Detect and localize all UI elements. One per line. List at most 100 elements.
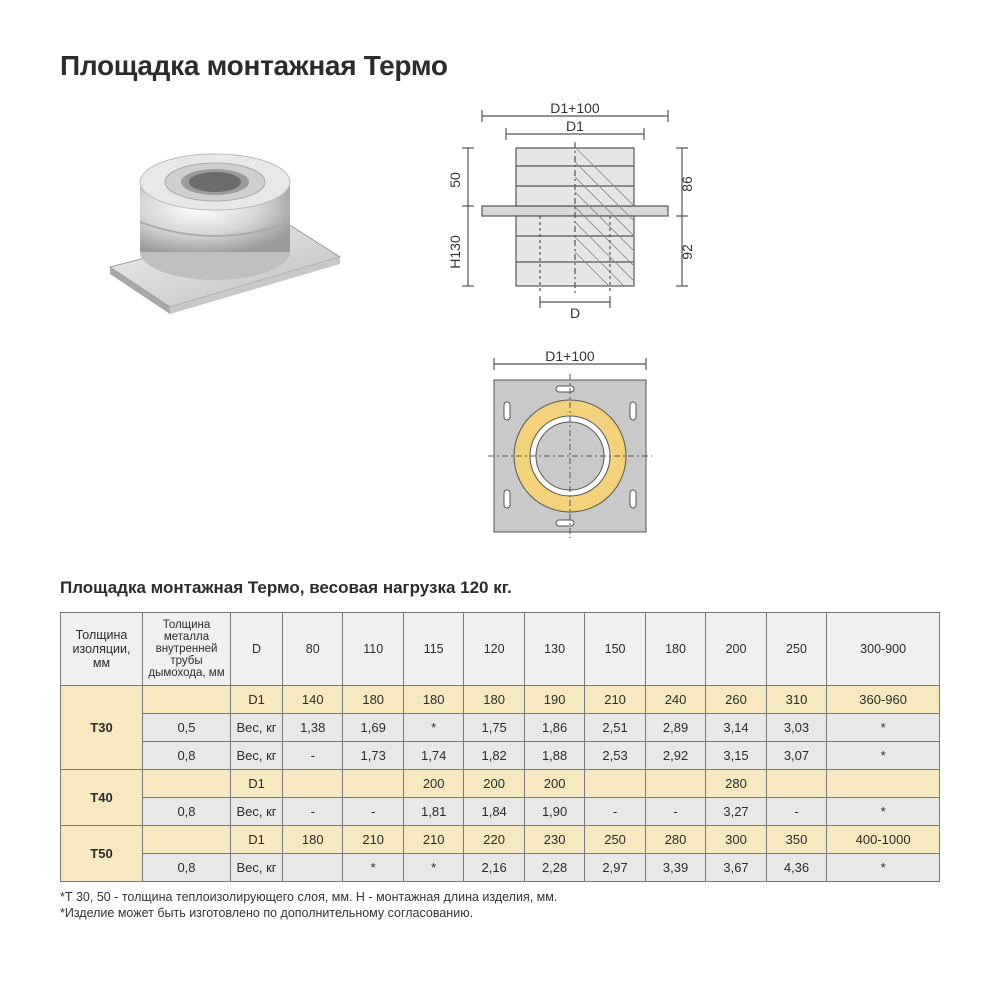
data-cell: 1,69	[343, 714, 403, 742]
col-header: 120	[464, 613, 524, 686]
data-cell: 400-1000	[827, 826, 940, 854]
thickness-cell	[143, 826, 231, 854]
data-cell: 180	[403, 686, 463, 714]
data-cell: 4,36	[766, 854, 826, 882]
data-cell: 200	[403, 770, 463, 798]
data-cell	[766, 770, 826, 798]
dim-d1: D1	[566, 118, 584, 134]
data-cell: 1,38	[283, 714, 343, 742]
data-cell: 210	[343, 826, 403, 854]
product-photo	[60, 102, 360, 322]
data-cell: 250	[585, 826, 645, 854]
data-cell: 210	[585, 686, 645, 714]
data-cell: 3,03	[766, 714, 826, 742]
data-cell: 190	[524, 686, 584, 714]
param-cell: Вес, кг	[231, 714, 283, 742]
col-header: 250	[766, 613, 826, 686]
data-cell: 2,89	[645, 714, 705, 742]
group-label: Т30	[61, 686, 143, 770]
data-cell: 1,90	[524, 798, 584, 826]
data-cell: 240	[645, 686, 705, 714]
data-cell: 1,86	[524, 714, 584, 742]
dim-86: 86	[679, 176, 695, 192]
dim-topview-d1plus100: D1+100	[545, 350, 595, 364]
data-cell	[283, 770, 343, 798]
data-cell: 350	[766, 826, 826, 854]
data-cell: 220	[464, 826, 524, 854]
page-title: Площадка монтажная Термо	[60, 50, 940, 82]
data-cell: *	[403, 854, 463, 882]
data-cell: 1,81	[403, 798, 463, 826]
data-cell: 180	[283, 826, 343, 854]
data-cell: 300	[706, 826, 766, 854]
col-header: 180	[645, 613, 705, 686]
data-cell: 310	[766, 686, 826, 714]
data-cell: 3,27	[706, 798, 766, 826]
data-cell: 1,88	[524, 742, 584, 770]
data-cell: -	[585, 798, 645, 826]
data-cell: 2,53	[585, 742, 645, 770]
data-cell: 360-960	[827, 686, 940, 714]
thickness-cell: 0,8	[143, 854, 231, 882]
col-header: 115	[403, 613, 463, 686]
data-cell: 1,75	[464, 714, 524, 742]
data-cell	[585, 770, 645, 798]
data-cell: 200	[464, 770, 524, 798]
data-cell	[827, 770, 940, 798]
data-cell: *	[343, 854, 403, 882]
data-cell: -	[766, 798, 826, 826]
data-cell: 230	[524, 826, 584, 854]
param-cell: Вес, кг	[231, 854, 283, 882]
data-cell: 3,67	[706, 854, 766, 882]
diagram-row: D1+100 D1 50 H130 86 92 D D1+100	[60, 102, 940, 550]
thickness-cell: 0,5	[143, 714, 231, 742]
dim-d1plus100: D1+100	[550, 102, 600, 116]
data-cell: 1,74	[403, 742, 463, 770]
col-header: 200	[706, 613, 766, 686]
data-cell: -	[283, 798, 343, 826]
top-view-diagram: D1+100	[460, 350, 680, 550]
data-cell: 200	[524, 770, 584, 798]
data-cell: 2,28	[524, 854, 584, 882]
data-cell: 180	[343, 686, 403, 714]
data-cell: 260	[706, 686, 766, 714]
dim-50: 50	[447, 172, 463, 188]
data-cell: 280	[706, 770, 766, 798]
spec-table: Толщина изоляции, ммТолщина металла внут…	[60, 612, 940, 882]
thickness-cell	[143, 686, 231, 714]
data-cell: *	[827, 742, 940, 770]
data-cell: 2,97	[585, 854, 645, 882]
data-cell: *	[827, 714, 940, 742]
data-cell	[283, 854, 343, 882]
data-cell: 2,51	[585, 714, 645, 742]
data-cell: -	[343, 798, 403, 826]
col-header: 110	[343, 613, 403, 686]
technical-drawings: D1+100 D1 50 H130 86 92 D D1+100	[420, 102, 720, 550]
data-cell: 1,82	[464, 742, 524, 770]
param-cell: D1	[231, 770, 283, 798]
data-cell: 3,14	[706, 714, 766, 742]
data-cell: 180	[464, 686, 524, 714]
param-cell: Вес, кг	[231, 798, 283, 826]
col-header: 150	[585, 613, 645, 686]
data-cell: 2,16	[464, 854, 524, 882]
col-header: D	[231, 613, 283, 686]
thickness-cell	[143, 770, 231, 798]
param-cell: D1	[231, 826, 283, 854]
footnote-1: *Т 30, 50 - толщина теплоизолирующего сл…	[60, 890, 940, 904]
side-view-diagram: D1+100 D1 50 H130 86 92 D	[420, 102, 720, 332]
data-cell: -	[283, 742, 343, 770]
thickness-cell: 0,8	[143, 742, 231, 770]
data-cell: 280	[645, 826, 705, 854]
data-cell: 3,15	[706, 742, 766, 770]
group-label: Т40	[61, 770, 143, 826]
dim-d: D	[570, 305, 580, 321]
param-cell: D1	[231, 686, 283, 714]
data-cell: 1,73	[343, 742, 403, 770]
param-cell: Вес, кг	[231, 742, 283, 770]
dim-h130: H130	[447, 235, 463, 269]
table-caption: Площадка монтажная Термо, весовая нагруз…	[60, 578, 940, 598]
col-header: Толщина металла внутренней трубы дымоход…	[143, 613, 231, 686]
col-header: 130	[524, 613, 584, 686]
data-cell: 1,84	[464, 798, 524, 826]
